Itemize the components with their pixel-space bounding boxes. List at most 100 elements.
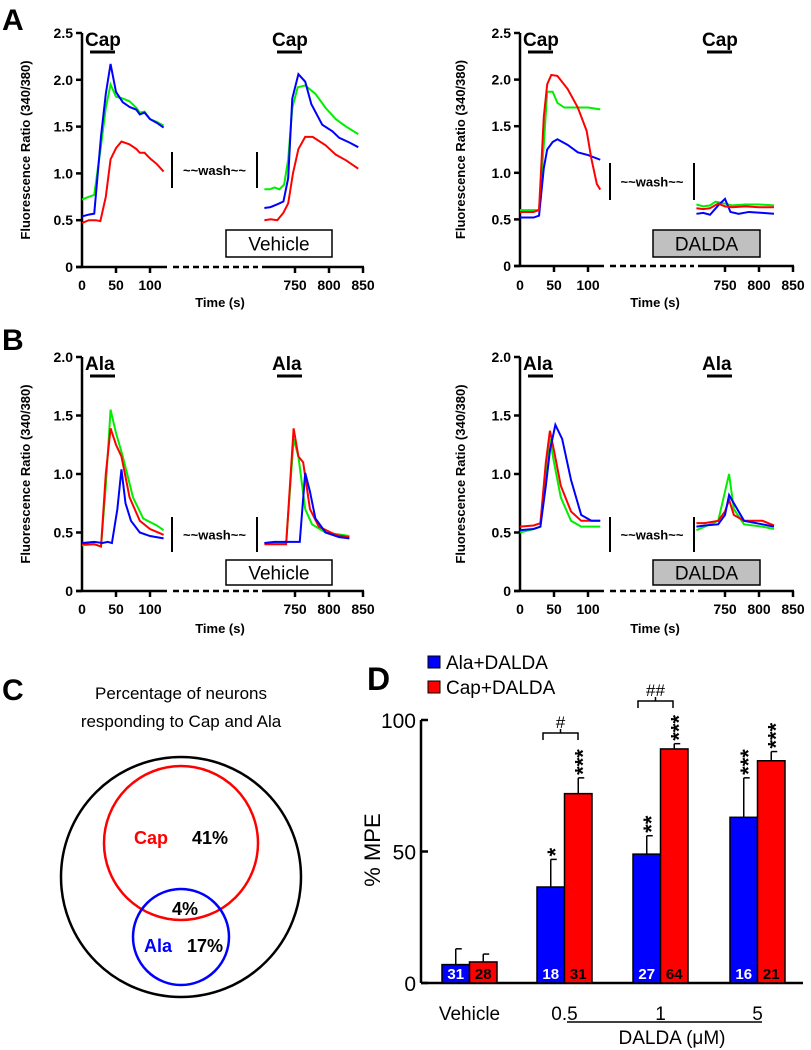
x-axis-label: Time (s) (630, 295, 680, 310)
y-tick-label: 1.0 (54, 466, 74, 482)
y-axis-label: Fluorescence Ratio (340/380) (453, 384, 468, 563)
significance-stars: *** (736, 749, 761, 775)
x-axis-label: Time (s) (195, 621, 245, 636)
comparison-bracket (542, 729, 579, 740)
x-tick-label: 850 (781, 277, 805, 293)
y-tick-label: 2.0 (492, 72, 512, 88)
x-category-label: 1 (655, 1004, 666, 1025)
y-tick-label: 50 (393, 842, 416, 865)
x-tick-label: 0 (78, 277, 86, 293)
y-axis-label: Fluorescence Ratio (340/380) (453, 60, 468, 239)
stimulus-label: Ala (702, 354, 732, 375)
y-tick-label: 100 (381, 710, 416, 733)
x-tick-label: 50 (546, 601, 562, 617)
x-tick-label: 850 (351, 277, 375, 293)
condition-box (225, 559, 333, 586)
stimulus-label: Cap (272, 30, 308, 51)
trace-red-before-wash (81, 140, 165, 224)
venn-overlap-percent: 4% (172, 899, 198, 919)
trace-panel-4: 0 0.5 1.0 1.5 2.0 0 50 100 750 800 850 Time (s) Fluo… (453, 349, 805, 636)
bar-red (468, 961, 498, 984)
x-tick-label: 0 (516, 277, 524, 293)
y-tick-label: 0.5 (54, 212, 74, 228)
trace-red-after-wash (264, 428, 350, 546)
x-tick-label: 800 (317, 277, 341, 293)
stimulus-label: Ala (523, 354, 553, 375)
bar-red (756, 760, 786, 984)
y-axis-label: Fluorescence Ratio (340/380) (18, 60, 33, 239)
bar-blue (729, 816, 759, 984)
panel-d-bar-chart: D Ala+DALDA Cap+DALDA 0 50 100 % MPE Vehicle 31 2… (360, 653, 803, 1049)
legend-swatch-red (427, 680, 441, 694)
x-tick-label: 750 (713, 601, 737, 617)
venn-ala-label: Ala (144, 936, 173, 956)
legend-label: Ala+DALDA (446, 653, 548, 674)
wash-label: ~~wash~~ (183, 528, 246, 543)
condition-box (652, 229, 761, 258)
y-tick-label: 2.0 (492, 349, 512, 365)
x-tick-label: 750 (283, 601, 307, 617)
y-tick-label: 1.5 (492, 118, 512, 134)
stimulus-label: Cap (702, 30, 738, 51)
n-label: 28 (475, 966, 492, 983)
condition-label: DALDA (675, 564, 739, 585)
x-tick-label: 800 (747, 601, 771, 617)
trace-red-before-wash (520, 73, 602, 213)
wash-label: ~~wash~~ (183, 163, 246, 178)
x-tick-label: 750 (283, 277, 307, 293)
n-label: 21 (763, 966, 780, 983)
x-tick-label: 800 (747, 277, 771, 293)
y-tick-label: 2.5 (492, 25, 512, 41)
y-tick-label: 0 (65, 583, 73, 599)
y-tick-label: 0 (503, 258, 511, 274)
trace-red-before-wash (82, 428, 164, 548)
trace-panel-3: B 0 0.5 1.0 1.5 2.0 0 50 100 750 800 850 Time (s) Flu… (2, 324, 375, 636)
trace-blue-before-wash (520, 138, 601, 219)
x-tick-label: 100 (138, 277, 162, 293)
wash-label: ~~wash~~ (621, 175, 684, 190)
trace-blue-after-wash (264, 72, 359, 210)
x-tick-label: 50 (108, 277, 124, 293)
legend-swatch-blue (427, 655, 441, 669)
trace-panel-2: 0 0.5 1.0 1.5 2.0 2.5 0 50 100 750 800 850 Time (s) F… (453, 25, 805, 310)
trace-red-before-wash (519, 430, 601, 528)
significance-stars: *** (570, 749, 595, 775)
venn-ala-circle (131, 887, 231, 987)
significance-stars: *** (666, 715, 691, 741)
stimulus-label: Ala (85, 354, 115, 375)
y-tick-label: 1.5 (54, 408, 74, 424)
y-tick-label: 2.0 (54, 72, 74, 88)
trace-blue-before-wash (81, 469, 164, 545)
x-axis-label: Time (s) (195, 295, 245, 310)
condition-label: DALDA (675, 235, 739, 256)
venn-title-line2: responding to Cap and Ala (81, 712, 282, 731)
condition-box (652, 559, 761, 586)
y-tick-label: 2.0 (54, 349, 74, 365)
venn-cap-label: Cap (134, 828, 168, 848)
significance-stars: *** (763, 722, 788, 748)
condition-box (225, 229, 333, 258)
y-axis-label: Fluorescence Ratio (340/380) (18, 384, 33, 563)
n-label: 18 (542, 966, 559, 983)
stimulus-label: Cap (85, 30, 121, 51)
comparison-label: ## (646, 681, 665, 700)
venn-ala-percent: 17% (187, 936, 223, 956)
x-tick-label: 850 (781, 601, 805, 617)
x-tick-label: 100 (576, 277, 600, 293)
legend-label: Cap+DALDA (446, 678, 556, 699)
bar-blue (536, 886, 566, 984)
venn-title-line1: Percentage of neurons (95, 684, 267, 703)
trace-green-after-wash (696, 200, 775, 208)
x-category-label: 5 (752, 1004, 763, 1025)
x-tick-label: 0 (78, 601, 86, 617)
x-tick-label: 0 (516, 601, 524, 617)
trace-blue-after-wash (696, 492, 775, 528)
panel-letter-c: C (2, 674, 24, 707)
panel-letter: B (2, 324, 24, 357)
x-category-label: Vehicle (439, 1004, 500, 1025)
significance-stars: ** (639, 815, 664, 833)
x-tick-label: 750 (713, 277, 737, 293)
trace-blue-before-wash (81, 63, 165, 218)
